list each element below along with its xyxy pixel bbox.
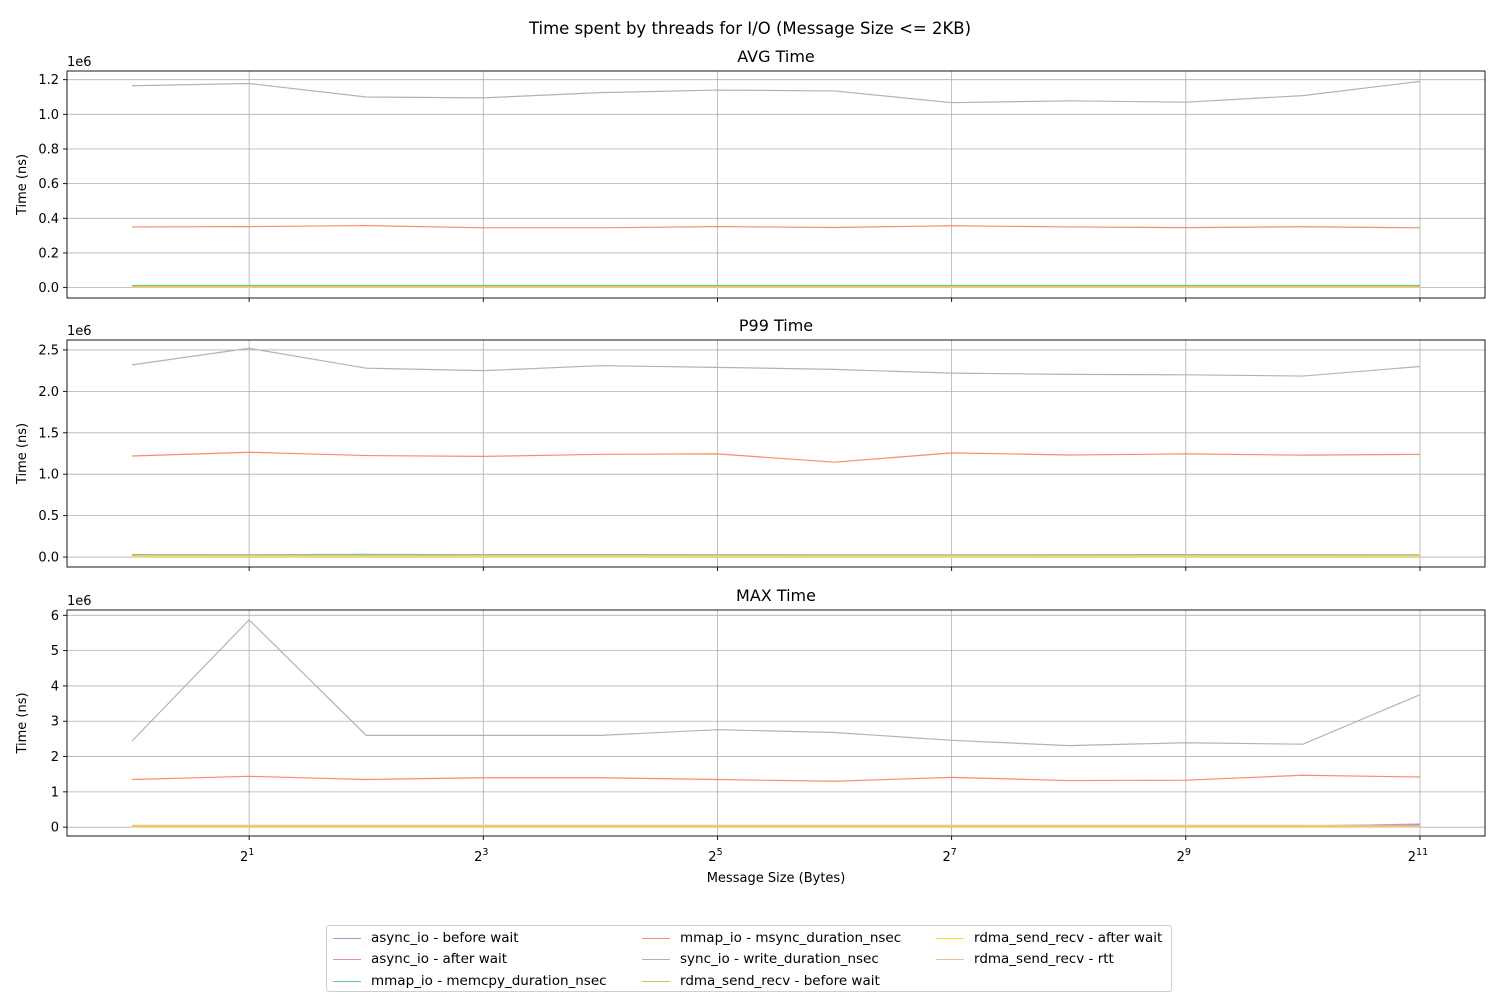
legend-swatch — [936, 937, 964, 939]
x-tick-label: 23 — [474, 847, 488, 865]
series-line-4 — [131, 347, 1420, 377]
axes-frame — [66, 339, 1486, 568]
legend-swatch — [642, 958, 670, 960]
series-line-4 — [132, 80, 1421, 104]
legend-label: sync_io - write_duration_nsec — [680, 951, 879, 967]
axes-frame — [66, 70, 1486, 299]
y-tick-label: 1.0 — [38, 108, 59, 123]
legend-item: rdma_send_recv - rtt — [936, 950, 1114, 968]
legend-label: rdma_send_recv - after wait — [974, 930, 1163, 946]
figure: Time spent by threads for I/O (Message S… — [15, 19, 1486, 886]
series-line-4 — [131, 619, 1421, 747]
x-tick-label: 21 — [240, 847, 254, 865]
subplot-title: MAX Time — [736, 586, 816, 605]
y-offset-label: 1e6 — [67, 55, 92, 70]
x-tick-label: 27 — [942, 847, 956, 865]
x-tick-label: 29 — [1177, 847, 1191, 865]
y-tick-label: 0.0 — [38, 281, 59, 296]
y-tick-label: 2.5 — [38, 343, 59, 358]
legend-item: sync_io - write_duration_nsec — [642, 950, 879, 968]
legend-label: mmap_io - memcpy_duration_nsec — [371, 973, 607, 989]
legend-item: async_io - before wait — [333, 929, 519, 947]
legend-item: rdma_send_recv - after wait — [936, 929, 1162, 947]
legend-label: rdma_send_recv - rtt — [974, 951, 1114, 967]
legend-label: rdma_send_recv - before wait — [680, 973, 880, 989]
legend-item: async_io - after wait — [333, 950, 507, 968]
y-tick-label: 0.6 — [38, 177, 59, 192]
y-tick-label: 0.0 — [38, 551, 59, 566]
subplot-title: AVG Time — [737, 47, 815, 66]
y-tick-label: 6 — [51, 609, 59, 624]
y-tick-label: 1 — [51, 785, 59, 800]
legend-swatch — [333, 958, 361, 960]
series-line-3 — [132, 774, 1420, 782]
y-tick-label: 1.5 — [38, 426, 59, 441]
legend-item: mmap_io - memcpy_duration_nsec — [333, 972, 607, 990]
x-tick-label: 211 — [1408, 847, 1428, 865]
y-tick-label: 0.2 — [38, 246, 59, 261]
y-axis-label: Time (ns) — [15, 692, 30, 754]
y-axis-label: Time (ns) — [15, 154, 30, 216]
y-tick-label: 5 — [51, 644, 59, 659]
y-tick-label: 1.2 — [38, 73, 59, 88]
subplot-1: 0.0 0.5 1.0 1.5 2.0 2.5 P99 Time 1e6 Time (ns) — [15, 316, 1486, 571]
legend-swatch — [642, 937, 670, 939]
figure-title: Time spent by threads for I/O (Message S… — [528, 19, 971, 38]
axes-frame — [66, 609, 1486, 837]
y-tick-label: 0.4 — [38, 212, 59, 227]
legend-swatch — [333, 937, 361, 939]
y-tick-label: 3 — [51, 715, 59, 730]
subplot-title: P99 Time — [739, 316, 813, 335]
x-axis-label: Message Size (Bytes) — [707, 871, 846, 886]
series-line-7 — [132, 824, 1420, 827]
x-tick-label: 25 — [708, 847, 722, 865]
y-offset-label: 1e6 — [67, 594, 92, 609]
subplots: 0.0 0.2 0.4 0.6 0.8 1.0 1.2 AVG Time 1e6 Time (ns… — [15, 47, 1486, 886]
legend-swatch — [333, 980, 361, 982]
y-tick-label: 4 — [51, 679, 59, 694]
legend-item: mmap_io - msync_duration_nsec — [642, 929, 901, 947]
legend-item: rdma_send_recv - before wait — [642, 972, 880, 990]
y-tick-label: 2.0 — [38, 385, 59, 400]
y-offset-label: 1e6 — [67, 324, 92, 339]
legend-swatch — [936, 958, 964, 960]
series-line-3 — [132, 224, 1420, 229]
y-tick-label: 0.8 — [38, 142, 59, 157]
y-tick-label: 1.0 — [38, 468, 59, 483]
legend-swatch — [642, 980, 670, 982]
legend-label: async_io - after wait — [371, 951, 508, 967]
y-axis-label: Time (ns) — [15, 423, 30, 485]
legend: async_io - before wait async_io - after w… — [326, 925, 1172, 992]
legend-label: mmap_io - msync_duration_nsec — [680, 930, 902, 946]
series-line-3 — [132, 451, 1420, 463]
y-tick-label: 2 — [51, 750, 59, 765]
y-tick-label: 0 — [51, 821, 59, 836]
legend-label: async_io - before wait — [371, 930, 519, 946]
y-tick-label: 0.5 — [38, 509, 59, 524]
subplot-0: 0.0 0.2 0.4 0.6 0.8 1.0 1.2 AVG Time 1e6 Time (ns… — [15, 47, 1486, 302]
